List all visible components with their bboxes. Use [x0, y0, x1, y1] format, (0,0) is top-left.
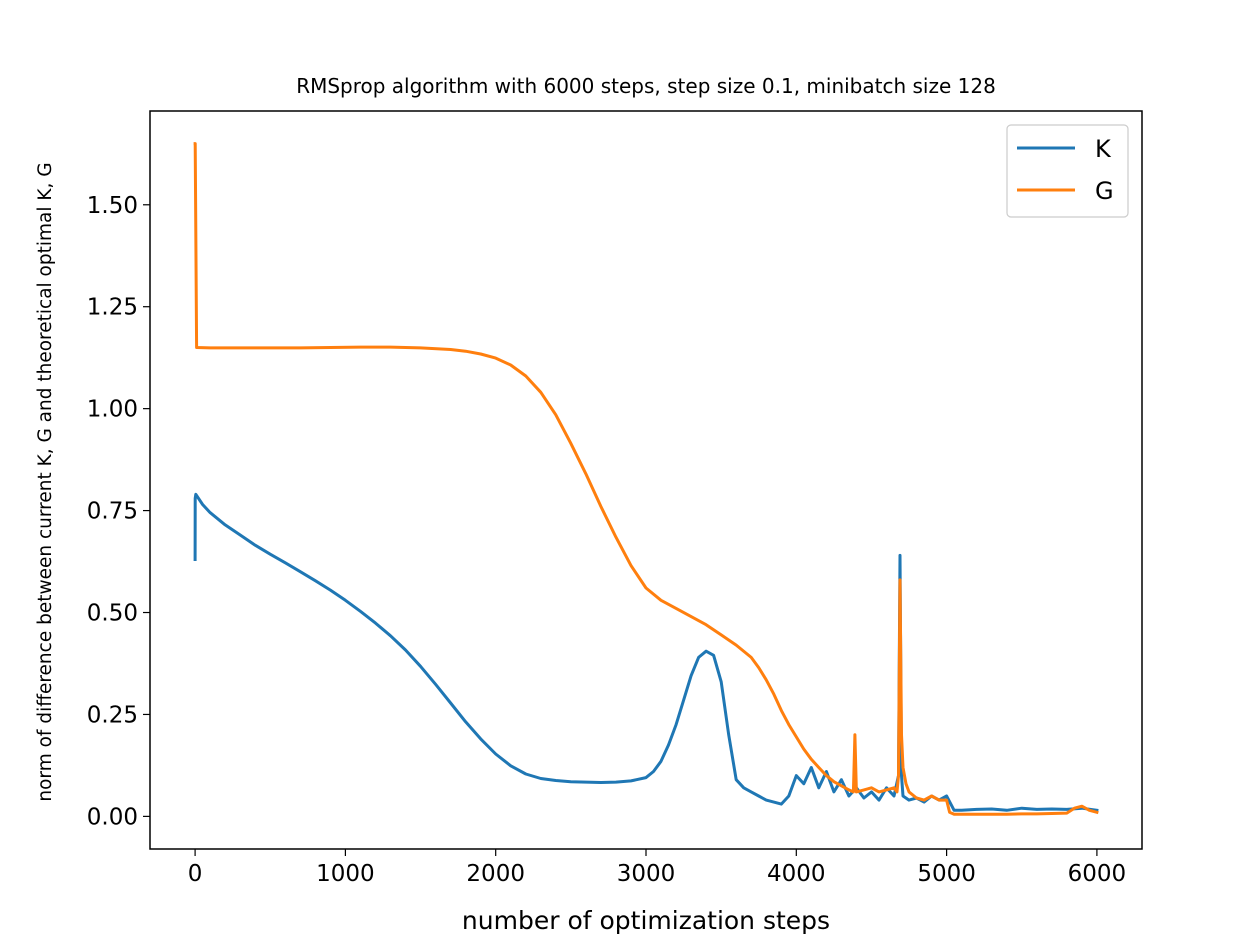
y-tick-label: 0.50 [87, 601, 138, 627]
x-tick-label: 0 [188, 861, 203, 887]
legend: K G [1006, 124, 1129, 218]
series-line-g [193, 142, 1099, 816]
y-tick-label: 1.50 [87, 193, 138, 219]
x-tick-label: 2000 [466, 861, 525, 887]
y-tick-label: 1.25 [87, 295, 138, 321]
y-tick-label: 0.25 [87, 702, 138, 728]
x-tick-label: 1000 [316, 861, 375, 887]
x-axis-ticks: 0 1000 2000 3000 4000 5000 6000 [188, 849, 1126, 887]
y-tick-label: 1.00 [87, 397, 138, 423]
y-tick-label: 0.75 [87, 499, 138, 525]
x-tick-label: 3000 [617, 861, 676, 887]
legend-label-g: G [1095, 177, 1114, 205]
legend-label-k: K [1095, 135, 1112, 163]
y-tick-label: 0.00 [87, 804, 138, 830]
x-tick-label: 6000 [1068, 861, 1127, 887]
plot-lines [193, 142, 1099, 816]
y-axis-label: norm of difference between current K, G … [35, 162, 56, 801]
x-axis-label: number of optimization steps [462, 906, 830, 935]
x-tick-label: 4000 [767, 861, 826, 887]
y-axis-ticks: 0.00 0.25 0.50 0.75 1.00 1.25 1.50 [87, 193, 150, 830]
x-tick-label: 5000 [917, 861, 976, 887]
chart-title: RMSprop algorithm with 6000 steps, step … [296, 74, 996, 98]
